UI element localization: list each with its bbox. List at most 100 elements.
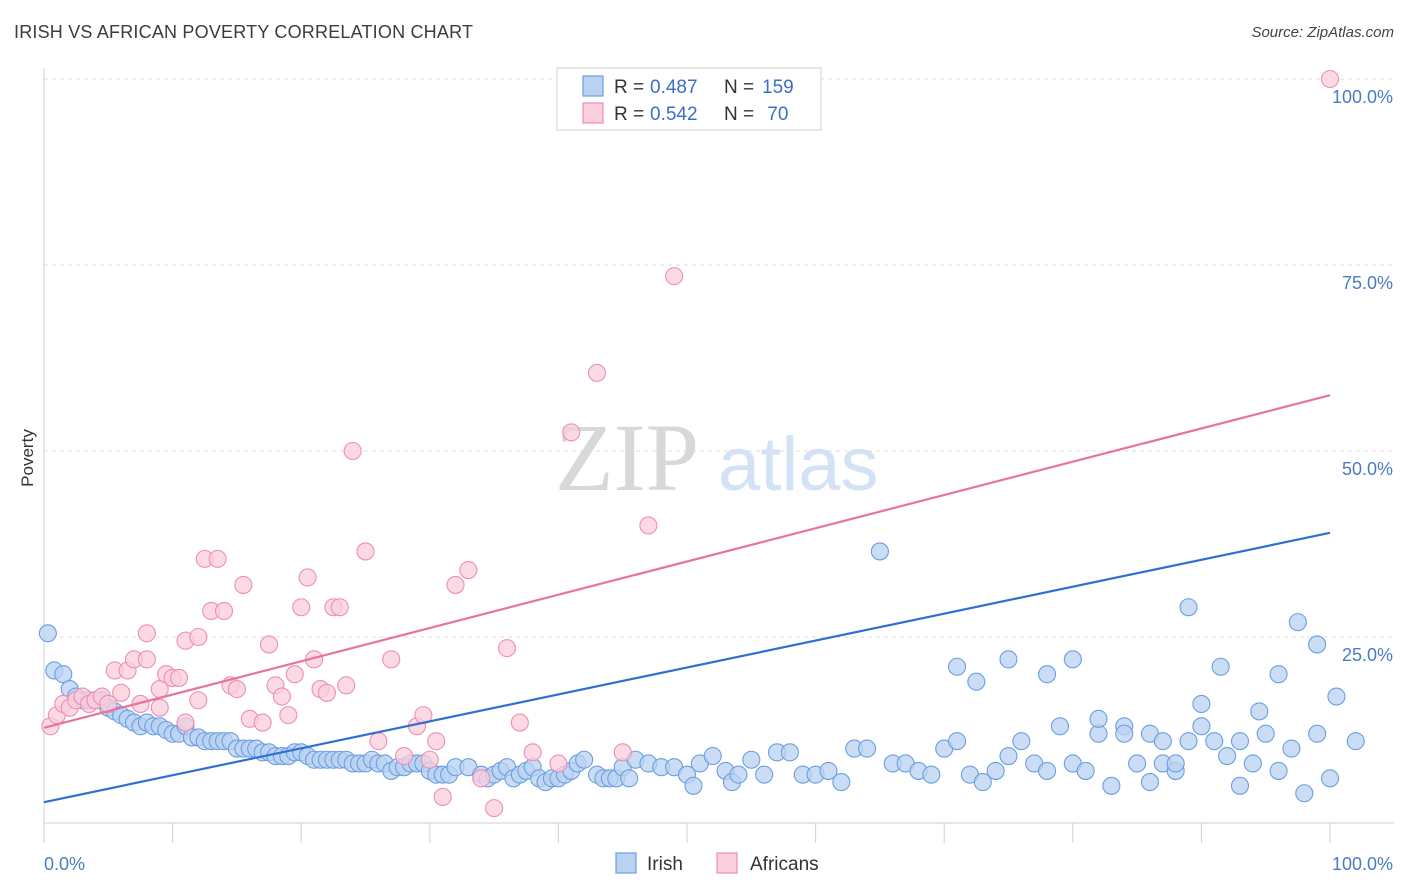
african-point-46: [330, 598, 349, 617]
irish-point-145: [948, 657, 967, 676]
legend-n-label-africans: N =: [724, 104, 754, 125]
legend-r-label-irish: R =: [614, 77, 644, 98]
watermark-atlas: atlas: [718, 422, 879, 507]
irish-point-0: [38, 624, 57, 643]
irish-point-135: [1205, 732, 1224, 751]
african-point-16: [137, 624, 156, 643]
irish-point-150: [1089, 709, 1108, 728]
irish-point-95: [703, 746, 722, 766]
irish-point-108: [857, 739, 877, 758]
african-point-23: [176, 713, 195, 732]
irish-point-99: [742, 750, 761, 769]
x-tick-label-0: 0.0%: [44, 854, 85, 874]
irish-point-125: [1076, 761, 1095, 780]
african-point-17: [150, 698, 169, 717]
african-point-61: [485, 799, 504, 818]
axes: [43, 68, 1394, 843]
legend-swatch-irish: [582, 75, 604, 97]
irish-point-149: [1063, 650, 1082, 669]
irish-point-148: [1038, 665, 1057, 684]
irish-point-123: [1050, 717, 1069, 736]
irish-point-136: [1218, 746, 1237, 766]
irish-point-2: [54, 665, 73, 684]
african-point-40: [292, 598, 311, 617]
irish-point-93: [684, 776, 703, 795]
african-point-38: [279, 706, 298, 725]
african-point-35: [259, 635, 279, 654]
african-point-63: [510, 713, 529, 732]
african-point-25: [189, 691, 208, 710]
african-point-59: [459, 560, 478, 580]
irish-point-130: [1140, 773, 1160, 792]
irish-point-87: [620, 769, 639, 788]
african-point-37: [272, 687, 291, 706]
source-label: Source: ZipAtlas.com: [1251, 24, 1394, 41]
african-point-52: [395, 746, 414, 766]
watermark-zip: ZIP: [555, 404, 699, 511]
african-point-34: [253, 713, 272, 732]
y-tick-label-0: 25.0%: [1342, 645, 1393, 665]
irish-point-106: [832, 773, 851, 792]
bottom-swatch-irish[interactable]: [615, 852, 637, 874]
irish-point-109: [870, 542, 889, 561]
african-point-50: [369, 732, 388, 751]
y-axis-label: Poverty: [18, 429, 37, 487]
african-point-62: [497, 639, 517, 658]
african-point-44: [317, 683, 336, 702]
bottom-swatch-africans[interactable]: [716, 852, 738, 874]
african-point-55: [420, 750, 439, 769]
irish-point-153: [1153, 732, 1172, 751]
irish-point-154: [1166, 754, 1185, 773]
legend-n-value-africans: 70: [762, 104, 788, 125]
irish-point-100: [755, 765, 774, 784]
irish-point-120: [1012, 732, 1031, 751]
y-tick-label-3: 100.0%: [1332, 87, 1393, 107]
african-point-39: [285, 665, 304, 684]
bottom-legend-africans[interactable]: Africans: [750, 854, 819, 875]
african-point-69: [639, 516, 658, 535]
bottom-legend-irish[interactable]: Irish: [647, 854, 683, 875]
irish-point-102: [780, 743, 799, 762]
legend-r-value-africans: 0.542: [650, 104, 698, 125]
y-tick-label-2: 75.0%: [1342, 273, 1393, 293]
irish-trend-line: [43, 531, 1331, 804]
african-point-70: [665, 267, 684, 286]
irish-point-113: [922, 765, 941, 784]
irish-point-139: [1256, 724, 1275, 743]
african-point-21: [169, 668, 189, 687]
irish-point-122: [1038, 761, 1057, 780]
chart-title: IRISH VS AFRICAN POVERTY CORRELATION CHA…: [14, 22, 474, 42]
african-point-65: [549, 754, 568, 773]
african-point-56: [427, 732, 446, 751]
irish-point-133: [1179, 732, 1198, 751]
african-point-58: [446, 575, 465, 594]
legend-n-label-irish: N =: [724, 77, 754, 98]
irish-point-118: [986, 761, 1005, 780]
irish-point-146: [967, 672, 986, 691]
irish-point-129: [1128, 754, 1147, 773]
irish-point-115: [948, 732, 967, 751]
african-point-71: [1320, 69, 1340, 89]
irish-point-155: [1179, 598, 1198, 617]
irish-point-161: [1288, 613, 1307, 632]
african-point-41: [298, 568, 317, 587]
irish-point-138: [1243, 754, 1262, 773]
african-point-24: [189, 627, 208, 647]
african-point-64: [523, 743, 542, 762]
african-point-9: [99, 694, 118, 714]
irish-point-141: [1282, 739, 1301, 758]
irish-point-157: [1211, 657, 1230, 676]
series-legend: Irish Africans: [615, 852, 819, 875]
legend-r-label-africans: R =: [614, 104, 644, 125]
trend-lines: [43, 394, 1331, 804]
african-points: [41, 69, 1340, 818]
african-point-32: [234, 575, 253, 594]
african-trend-line: [43, 394, 1331, 729]
legend-r-value-irish: 0.487: [650, 77, 698, 98]
irish-point-81: [575, 750, 594, 769]
irish-point-117: [973, 773, 992, 792]
irish-point-164: [1346, 732, 1365, 751]
african-point-11: [112, 683, 131, 702]
african-point-68: [613, 743, 632, 762]
